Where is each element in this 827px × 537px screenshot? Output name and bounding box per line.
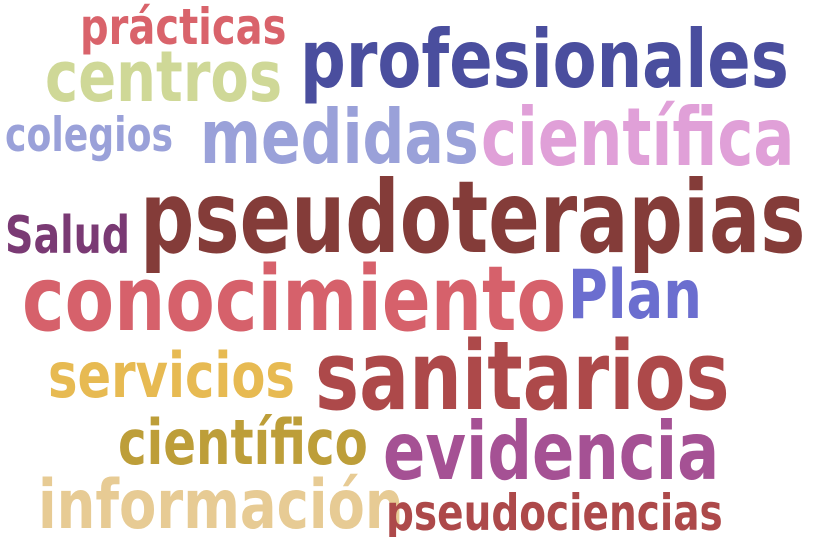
word-sanitarios: sanitarios bbox=[315, 322, 730, 432]
word-cientifico: científico bbox=[118, 406, 368, 479]
word-evidencia: evidencia bbox=[383, 405, 720, 498]
word-centros: centros bbox=[45, 36, 283, 118]
word-colegios: colegios bbox=[5, 108, 173, 163]
word-pseudoterapias: pseudoterapias bbox=[140, 159, 806, 276]
word-practicas: prácticas bbox=[80, 0, 287, 56]
word-pseudociencias: pseudociencias bbox=[386, 484, 723, 537]
word-medidas: medidas bbox=[200, 93, 479, 181]
word-cientifica: científica bbox=[481, 91, 795, 184]
word-plan: Plan bbox=[568, 256, 702, 335]
word-salud: Salud bbox=[5, 206, 131, 266]
word-conocimiento: conocimiento bbox=[22, 247, 566, 352]
word-servicios: servicios bbox=[48, 339, 295, 412]
word-informacion: información bbox=[38, 466, 404, 537]
word-profesionales: profesionales bbox=[300, 13, 789, 106]
